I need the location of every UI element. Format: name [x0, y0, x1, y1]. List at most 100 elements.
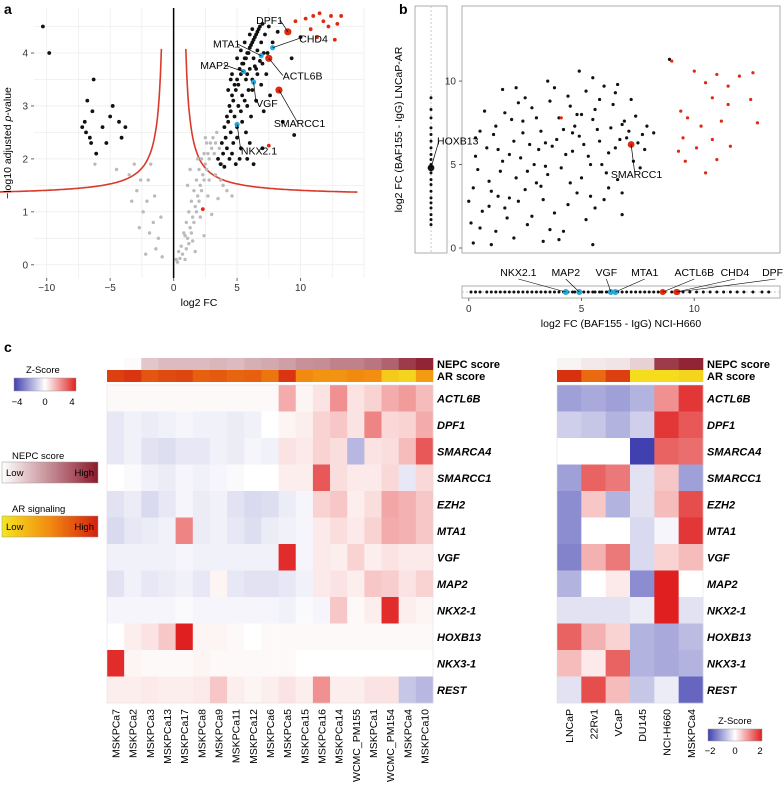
volcano-point-nonsig — [145, 199, 149, 203]
nepc-score-cell — [630, 358, 655, 370]
volcano-point-nonsig — [193, 204, 197, 209]
heatmap-row-label: ACTL6B — [436, 393, 480, 405]
score-row-label-ar: AR score — [437, 371, 485, 383]
scatter-b-point — [609, 126, 613, 130]
scatter-b-point-red — [681, 136, 685, 140]
nepc-score-cell — [244, 358, 262, 370]
scatter-b-point — [606, 186, 611, 190]
volcano-point-sig — [241, 61, 246, 66]
scatter-b-strip-point — [708, 290, 712, 294]
volcano-point-sig — [251, 37, 256, 42]
heatmap-cell — [141, 544, 159, 571]
heatmap-column-label: NCI-H660 — [662, 709, 674, 756]
heatmap-cell — [381, 491, 399, 518]
scatter-b-point — [595, 127, 599, 132]
volcano-plot-area — [34, 8, 364, 278]
heatmap-cell — [261, 676, 279, 704]
scatter-b-strip-point — [728, 290, 732, 294]
heatmap-column-label: WCMC_PM154 — [385, 709, 397, 782]
volcano-point-sig — [221, 151, 226, 156]
volcano-point-red — [332, 37, 337, 42]
heatmap-row-label: HOXB13 — [437, 632, 481, 644]
scatter-b-point — [473, 154, 478, 158]
heatmap-cell — [630, 438, 655, 465]
heatmap-cell — [330, 570, 348, 598]
heatmap-cell — [330, 411, 348, 439]
heatmap-cell — [381, 570, 399, 598]
volcano-point-sig — [260, 61, 265, 66]
volcano-point-sig — [119, 135, 124, 140]
volcano-point-nonsig — [185, 183, 190, 188]
heatmap-row-label: VGF — [437, 552, 460, 564]
volcano-point-nonsig — [149, 162, 153, 166]
nepc-score-cell — [605, 358, 631, 370]
volcano-point-nonsig — [135, 188, 139, 193]
volcano-point-vgf — [250, 79, 257, 85]
volcano-point-nonsig — [197, 167, 201, 172]
heatmap-cell — [630, 570, 655, 598]
scatter-b-point — [514, 86, 518, 90]
heatmap-row-label: SMARCC1 — [437, 473, 491, 485]
scatter-b-side-point — [429, 153, 433, 157]
heatmap-cell — [107, 544, 125, 571]
scatter-b-point — [616, 177, 620, 182]
volcano-point-sig — [256, 27, 261, 32]
scatter-b-strip-point — [485, 290, 489, 294]
heatmap-cell — [557, 623, 582, 651]
scatter-b-strip-point — [620, 290, 624, 294]
volcano-point-sig — [259, 82, 264, 87]
zscore-cell-legend-bar — [707, 728, 763, 742]
volcano-point-nonsig — [213, 141, 218, 145]
volcano-point-sig — [230, 93, 234, 98]
scatter-b-point — [600, 162, 604, 167]
scatter-b-strip-point — [503, 290, 507, 294]
heatmap-cell — [415, 597, 434, 624]
scatter-b-point-red — [719, 119, 723, 123]
scatter-b-point — [532, 162, 536, 167]
zscore-cell-legend-tick-mid: 0 — [732, 746, 737, 757]
scatter-b-point — [561, 229, 566, 233]
volcano-y-axis-title: −log10 adjusted p-value — [2, 87, 14, 199]
heatmap-cell — [330, 597, 348, 624]
volcano-point-nonsig — [230, 194, 234, 198]
ar-score-cell — [261, 370, 279, 382]
volcano-point-nonsig — [180, 252, 185, 256]
scatter-b-point-red — [755, 121, 760, 125]
volcano-point-nonsig — [114, 167, 119, 172]
heatmap-row-label: MTA1 — [437, 526, 466, 538]
heatmap-column-label: DU145 — [637, 709, 649, 742]
volcano-point-sig — [249, 114, 253, 119]
heatmap-column-label: MSKPCa12 — [248, 709, 260, 764]
scatter-b-point-red — [710, 96, 714, 100]
heatmap-cell — [630, 517, 655, 545]
volcano-point-nonsig — [212, 151, 216, 156]
heatmap-cell — [209, 438, 228, 465]
zscore-legend-bar — [13, 377, 77, 392]
volcano-y-title-part3: -value — [2, 87, 14, 116]
heatmap-cell — [330, 385, 348, 412]
volcano-point-nonsig — [193, 249, 197, 254]
heatmap-cell — [415, 464, 434, 492]
heatmap-cell — [158, 464, 176, 492]
heatmap-cell — [107, 517, 125, 545]
ar-score-cell — [630, 370, 655, 382]
heatmap-cell — [107, 438, 125, 465]
volcano-point-sig — [240, 93, 245, 98]
scatter-b-label-leader — [630, 144, 636, 174]
heatmap-cell — [381, 464, 399, 492]
scatter-b-point — [523, 96, 527, 100]
panel-label-a: a — [4, 1, 12, 17]
heatmap-cell — [330, 517, 348, 545]
heatmap-cell — [330, 438, 348, 465]
heatmap-cell — [347, 411, 365, 439]
scatter-b-point — [570, 131, 575, 135]
scatter-b-point — [602, 197, 606, 202]
scatter-b-point — [496, 194, 500, 198]
heatmap-cell — [398, 517, 417, 545]
volcano-y-tick-label: 2 — [22, 154, 28, 165]
heatmap-cell — [261, 411, 279, 439]
scatter-b-point — [485, 146, 489, 150]
heatmap-row-label: EZH2 — [707, 499, 735, 511]
heatmap-column-label: MSKPCa8 — [196, 709, 208, 758]
heatmap-cell — [398, 650, 417, 677]
